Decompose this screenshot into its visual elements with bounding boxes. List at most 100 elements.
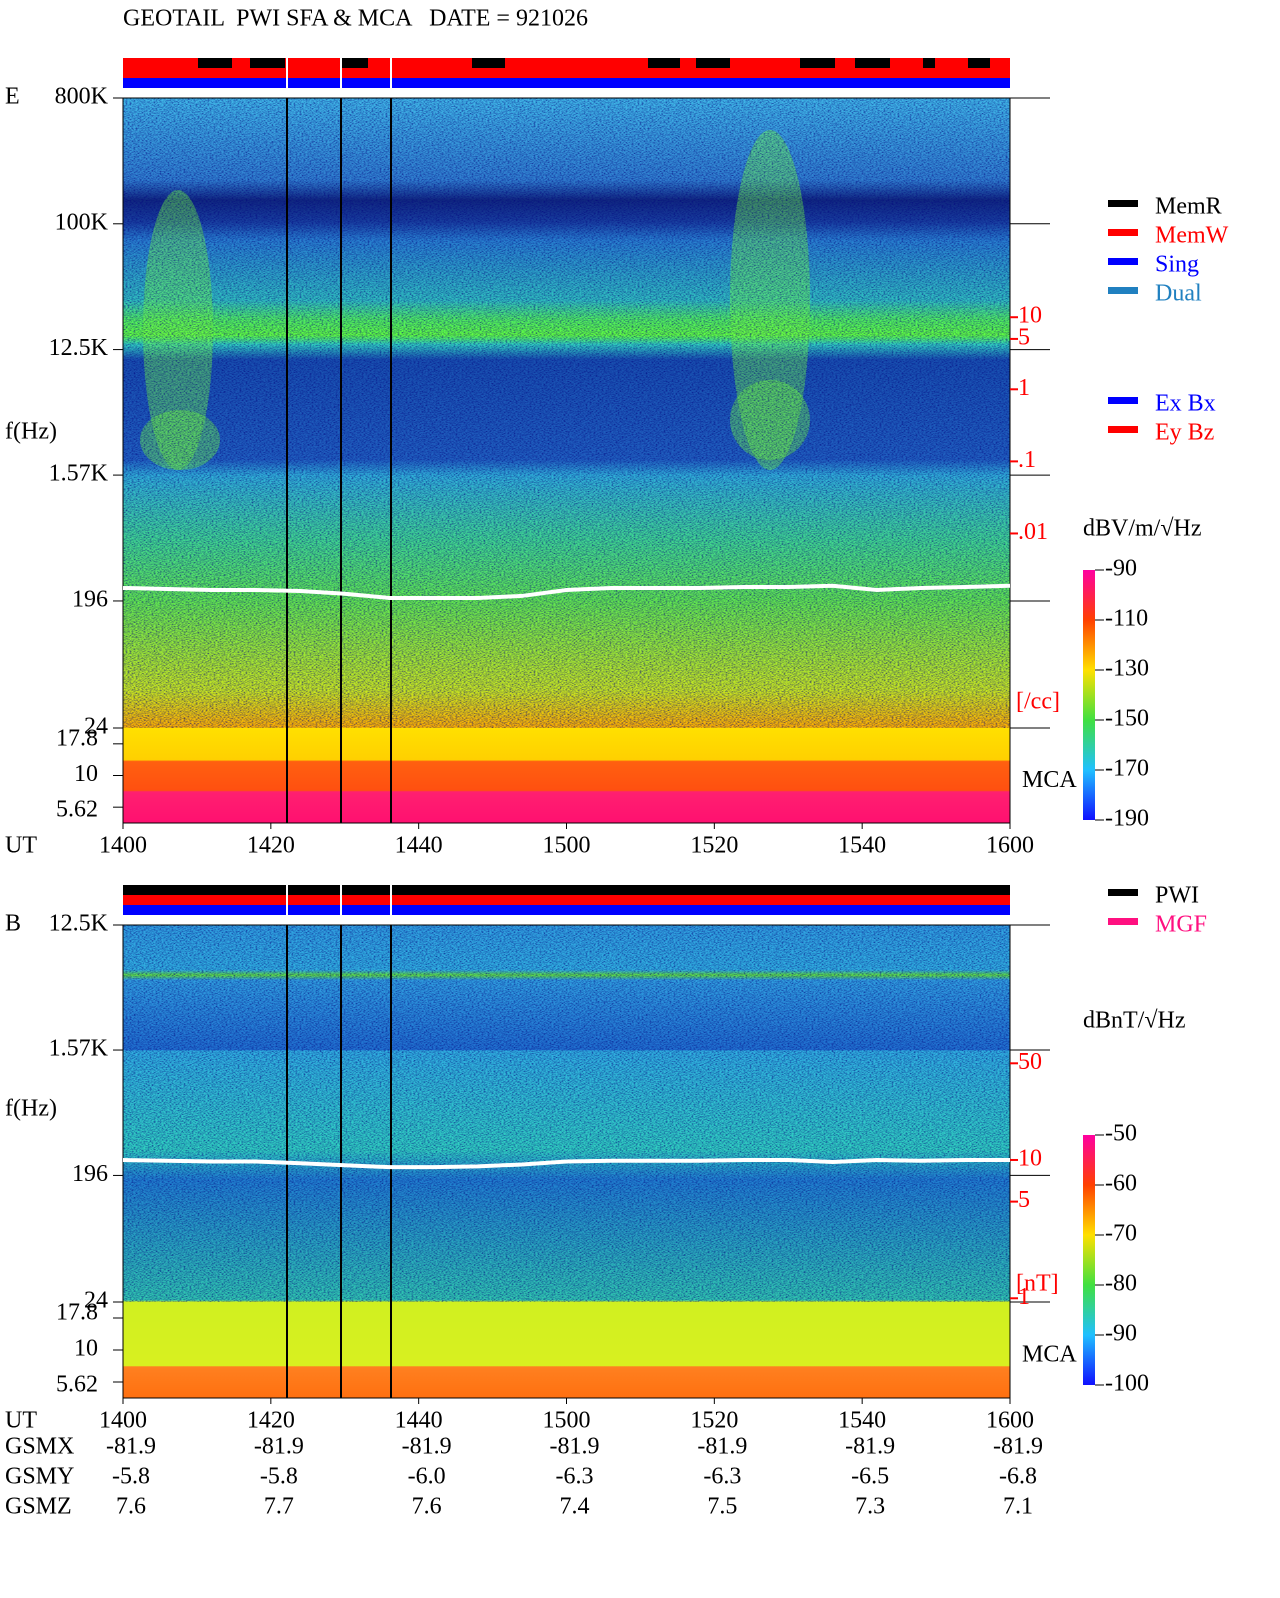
- x-tick-label: 1400: [99, 833, 147, 859]
- legend-label: Ex Bx: [1155, 391, 1216, 417]
- legend-swatch: [1108, 200, 1138, 207]
- plasma-line: [122, 1158, 1010, 1170]
- y-tick-label: 1.57K: [49, 461, 109, 487]
- x-tick-label: 1500: [543, 1408, 591, 1434]
- status-bar: [123, 895, 1010, 905]
- x-tick-label: 1420: [247, 833, 295, 859]
- mca-label: MCA: [1022, 1342, 1077, 1368]
- mca-channel-label: 10: [74, 761, 98, 787]
- y2-axis-label: [nT]: [1016, 1271, 1059, 1297]
- y2-tick-label: .1: [1018, 447, 1036, 473]
- y2-tick-label: .01: [1018, 519, 1048, 545]
- y2-axis-label: [/cc]: [1016, 689, 1060, 715]
- status-segment: [923, 58, 935, 68]
- colorbar: [1083, 570, 1095, 820]
- mca-channel-label: 10: [74, 1336, 98, 1362]
- status-segment: [198, 58, 232, 68]
- x-tick-label: 1540: [838, 833, 886, 859]
- y-tick-label: 24: [84, 714, 108, 740]
- y2-tick-label: 1: [1018, 1284, 1030, 1310]
- colorbar-tick-label: -150: [1105, 706, 1149, 732]
- status-segment: [855, 58, 890, 68]
- y2-tick-label: 10: [1018, 1145, 1042, 1171]
- orbit-value: 7.3: [855, 1494, 885, 1520]
- y2-tick-label: 5: [1018, 1187, 1030, 1213]
- orbit-value: -81.9: [993, 1434, 1043, 1460]
- legend-swatch: [1108, 287, 1138, 294]
- spectrogram-noise: [123, 98, 1010, 728]
- y-tick-label: 1.57K: [49, 1036, 109, 1062]
- status-segment: [800, 58, 835, 68]
- y-tick-label: 800K: [55, 84, 109, 110]
- orbit-value: -6.5: [851, 1464, 889, 1490]
- status-segment: [472, 58, 505, 68]
- status-segment: [968, 58, 990, 68]
- y2-tick-label: 10: [1018, 303, 1042, 329]
- x-tick-label: 1520: [690, 833, 738, 859]
- legend-swatch: [1108, 426, 1138, 433]
- colorbar-tick-label: -130: [1105, 656, 1149, 682]
- y-tick-label: 12.5K: [49, 911, 109, 937]
- orbit-value: -5.8: [260, 1464, 298, 1490]
- spectrogram-noise: [123, 925, 1010, 1302]
- colorbar-label: dBV/m/√Hz: [1083, 516, 1202, 542]
- x-tick-label: 1400: [99, 1408, 147, 1434]
- x-tick-label: 1500: [543, 833, 591, 859]
- x-tick-label: 1600: [986, 833, 1034, 859]
- mca-label: MCA: [1022, 767, 1077, 793]
- colorbar-tick-label: -110: [1105, 606, 1148, 632]
- mca-channel-label: 5.62: [56, 1372, 98, 1398]
- legend-swatch: [1108, 229, 1138, 236]
- panel-label: E: [5, 84, 20, 110]
- status-bar: [123, 68, 1010, 78]
- colorbar-tick-label: -190: [1105, 806, 1149, 832]
- page-title: GEOTAIL PWI SFA & MCA DATE = 921026: [123, 6, 588, 32]
- legend-swatch: [1108, 397, 1138, 404]
- colorbar-tick-label: -80: [1105, 1271, 1137, 1297]
- legend-label: Sing: [1155, 252, 1199, 278]
- x-axis-label: UT: [5, 833, 37, 859]
- legend-swatch: [1108, 918, 1138, 925]
- status-bar: [123, 905, 1010, 915]
- legend-label: MGF: [1155, 912, 1207, 938]
- status-segment: [340, 58, 368, 68]
- orbit-value: -81.9: [106, 1434, 156, 1460]
- orbit-label: GSMX: [5, 1434, 74, 1460]
- plasma-line: [122, 583, 1011, 600]
- colorbar-tick-label: -90: [1105, 556, 1137, 582]
- colorbar-tick-label: -60: [1105, 1171, 1137, 1197]
- legend-label: PWI: [1155, 883, 1199, 909]
- orbit-value: 7.4: [560, 1494, 590, 1520]
- mca-channel-label: 5.62: [56, 797, 98, 823]
- legend-label: Dual: [1155, 281, 1202, 307]
- y2-tick-label: 1: [1018, 375, 1030, 401]
- mca-channel-label: 17.8: [56, 725, 98, 751]
- y-tick-label: 196: [72, 1161, 108, 1187]
- legend-label: Ey Bz: [1155, 420, 1214, 446]
- status-segment: [648, 58, 680, 68]
- status-bar: [123, 58, 1010, 68]
- y2-tick-label: 50: [1018, 1049, 1042, 1075]
- x-tick-label: 1420: [247, 1408, 295, 1434]
- panel-label: B: [5, 911, 21, 937]
- x-tick-label: 1440: [395, 1408, 443, 1434]
- status-segment: [250, 58, 285, 68]
- orbit-label: GSMZ: [5, 1494, 72, 1520]
- orbit-label: GSMY: [5, 1464, 74, 1490]
- orbit-value: -6.8: [999, 1464, 1037, 1490]
- y-tick-label: 100K: [55, 209, 109, 235]
- status-bar: [123, 78, 1010, 88]
- orbit-value: -5.8: [112, 1464, 150, 1490]
- orbit-value: 7.1: [1003, 1494, 1033, 1520]
- status-segment: [696, 58, 730, 68]
- orbit-value: 7.5: [707, 1494, 737, 1520]
- orbit-value: 7.6: [116, 1494, 146, 1520]
- x-tick-label: 1600: [986, 1408, 1034, 1434]
- colorbar-tick-label: -100: [1105, 1371, 1149, 1397]
- status-bar: [123, 885, 1010, 895]
- orbit-value: 7.7: [264, 1494, 294, 1520]
- legend-swatch: [1108, 258, 1138, 265]
- colorbar-tick-label: -170: [1105, 756, 1149, 782]
- colorbar-label: dBnT/√Hz: [1083, 1008, 1186, 1034]
